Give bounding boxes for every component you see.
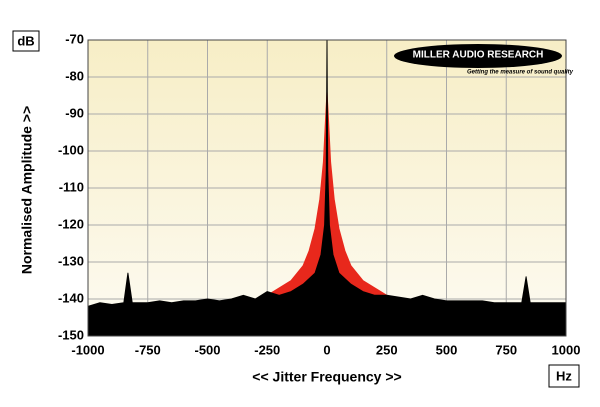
- y-unit-box: [12, 30, 40, 52]
- x-tick-label: 250: [376, 342, 398, 357]
- x-unit-box: [548, 364, 580, 388]
- y-axis-label: Normalised Amplitude >>: [19, 106, 35, 274]
- x-tick-label: 1000: [552, 342, 581, 357]
- y-tick-label: -140: [58, 290, 84, 305]
- y-tick-label: -110: [59, 179, 84, 194]
- y-tick-label: -100: [58, 142, 84, 157]
- y-tick-label: -130: [58, 253, 84, 268]
- x-tick-label: 0: [323, 342, 330, 357]
- y-tick-label: -150: [58, 327, 84, 342]
- x-tick-label: -250: [254, 342, 280, 357]
- y-tick-label: -90: [65, 105, 84, 120]
- x-tick-label: 500: [436, 342, 458, 357]
- logo-tagline: Getting the measure of sound quality: [467, 70, 574, 76]
- logo-badge: [394, 44, 562, 68]
- spectrum-area: [87, 39, 567, 337]
- logo: MILLER AUDIO RESEARCH: [413, 50, 544, 61]
- y-unit: dB: [17, 33, 34, 48]
- x-tick-label: -750: [135, 342, 161, 357]
- x-tick-label: 750: [495, 342, 517, 357]
- y-tick-label: -80: [65, 68, 84, 83]
- y-tick-label: -120: [58, 216, 84, 231]
- x-tick-label: -500: [194, 342, 220, 357]
- x-tick-label: -1000: [71, 342, 104, 357]
- y-tick-label: -70: [65, 31, 84, 46]
- plot-frame: [87, 39, 567, 337]
- x-unit: Hz: [556, 368, 572, 383]
- x-axis-label: << Jitter Frequency >>: [252, 369, 401, 385]
